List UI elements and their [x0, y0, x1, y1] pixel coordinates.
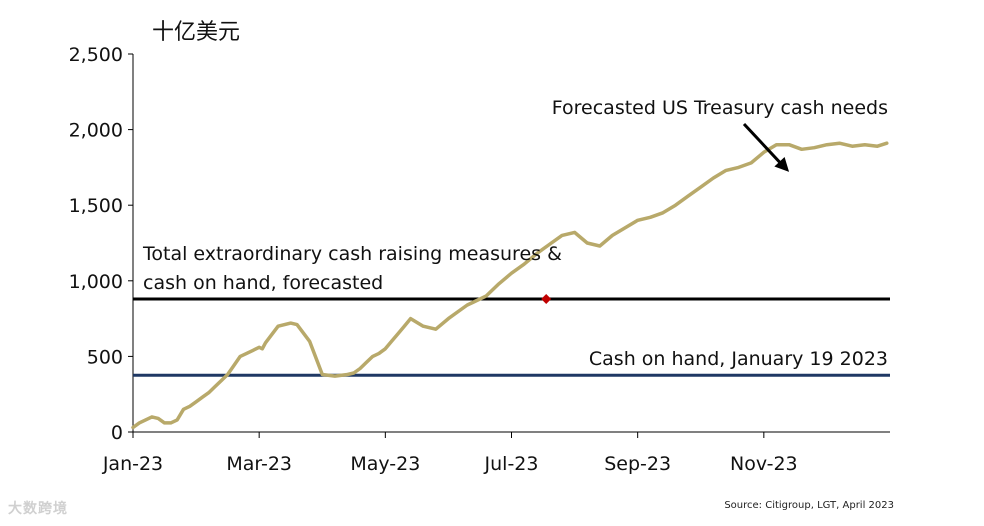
x-tick-label: Mar-23	[226, 453, 292, 475]
annotation-arrow-shaft	[742, 122, 786, 168]
y-tick-label: 1,000	[69, 271, 123, 293]
x-tick-label: May-23	[350, 453, 420, 475]
y-tick-label: 0	[111, 422, 123, 444]
annotation-arrow-head	[774, 156, 790, 172]
watermark: 大数跨境	[8, 501, 68, 517]
x-tick-label: Nov-23	[730, 453, 798, 475]
chart-labels: Total extraordinary cash raising measure…	[142, 97, 888, 370]
x-tick-label: Jan-23	[102, 453, 163, 475]
y-tick-label: 2,000	[69, 120, 123, 142]
cash-needs-series-line	[131, 141, 889, 430]
source-note: Source: Citigroup, LGT, April 2023	[724, 500, 894, 511]
y-tick-label: 2,500	[69, 44, 123, 66]
cash-needs-label: Forecasted US Treasury cash needs	[552, 97, 888, 119]
total-measures-label-line1: Total extraordinary cash raising measure…	[142, 243, 562, 265]
total-measures-label-line2: cash on hand, forecasted	[143, 272, 383, 294]
unit-label: 十亿美元	[152, 20, 241, 45]
intersection-marker	[541, 293, 552, 304]
cash-on-hand-label: Cash on hand, January 19 2023	[589, 348, 888, 370]
x-tick-label: Sep-23	[604, 453, 671, 475]
chart-lines	[131, 141, 890, 430]
chart-axes: 0 500 1,000 1,500 2,000 2,500 Jan-23 Mar-23 May-…	[69, 44, 890, 475]
x-tick-label: Jul-23	[484, 453, 539, 475]
y-tick-label: 500	[87, 346, 123, 368]
y-tick-label: 1,500	[69, 195, 123, 217]
